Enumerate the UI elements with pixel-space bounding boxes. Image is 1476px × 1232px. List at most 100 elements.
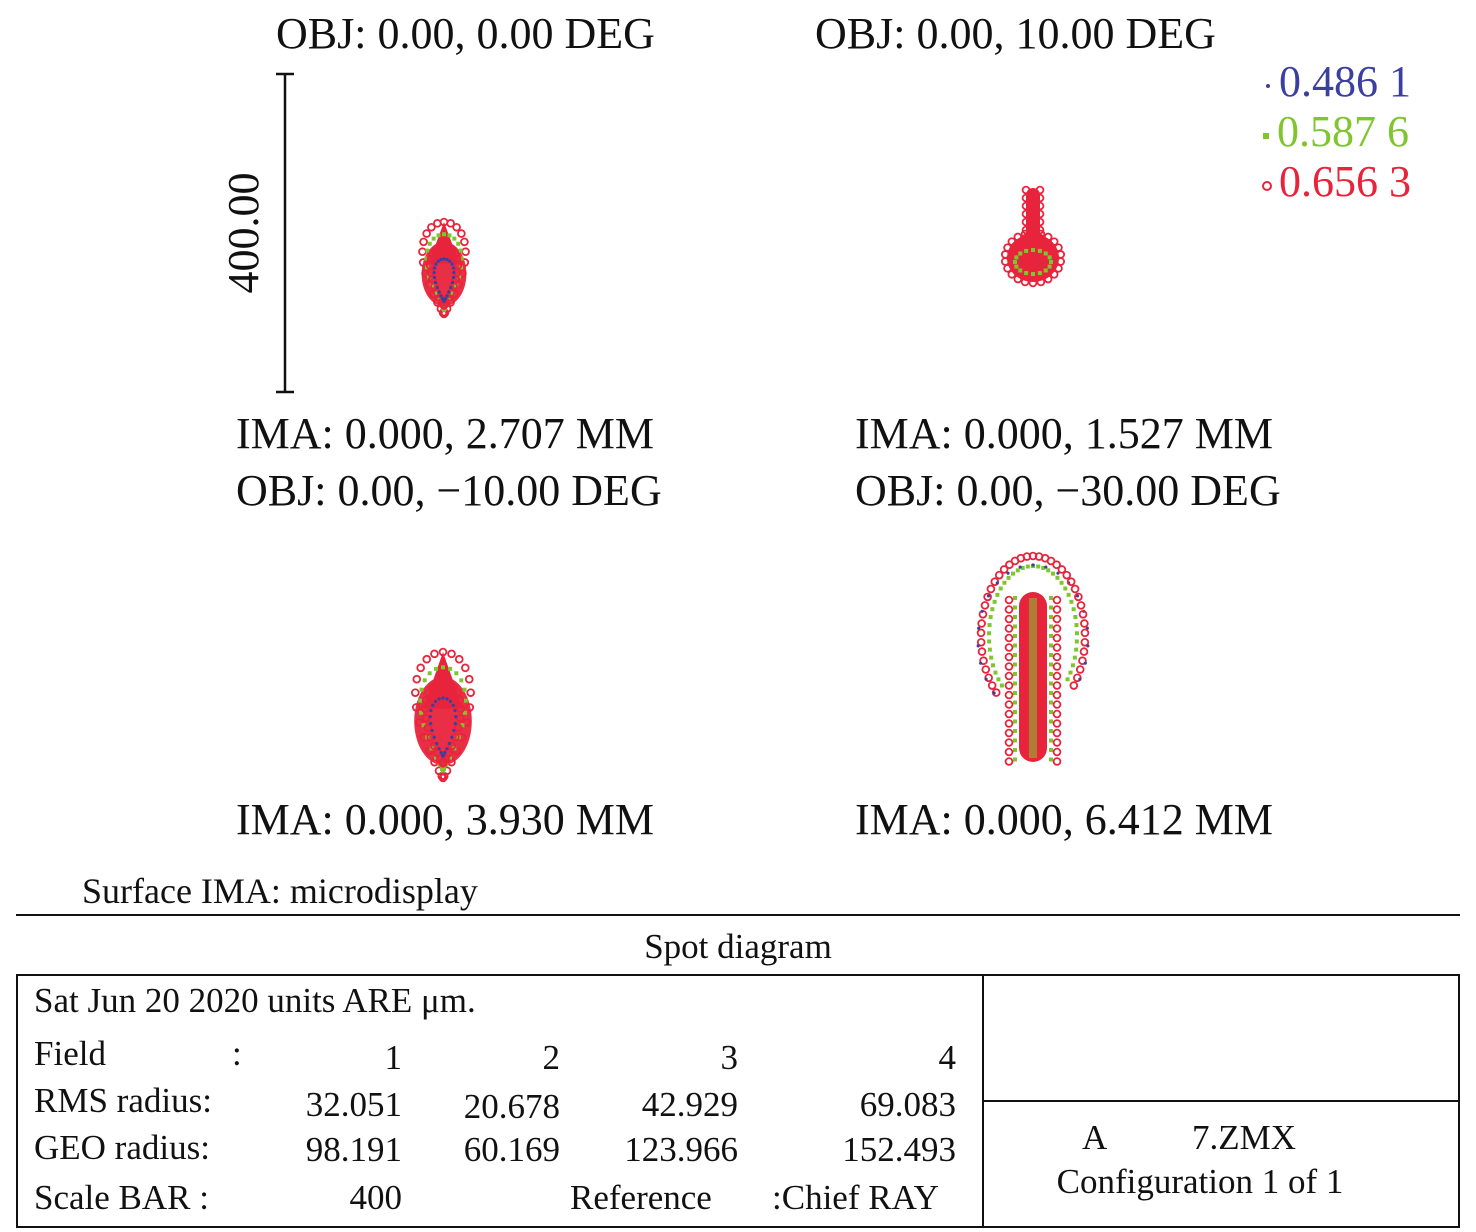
spot-point bbox=[1049, 738, 1053, 743]
spot-point bbox=[427, 671, 432, 676]
spot-point bbox=[434, 755, 439, 760]
field-2-spot-pattern bbox=[1000, 185, 1066, 288]
spot-point bbox=[1007, 237, 1017, 246]
spot-point bbox=[453, 721, 457, 726]
field-4-ima-label: IMA: 0.000, 6.412 MM bbox=[855, 795, 1274, 844]
spot-point bbox=[1005, 560, 1014, 570]
spot-point bbox=[1036, 564, 1041, 569]
spot-point bbox=[1049, 672, 1053, 676]
spot-point bbox=[1049, 605, 1053, 610]
spot-point bbox=[1043, 274, 1053, 284]
spot-point bbox=[455, 695, 465, 705]
spot-point bbox=[976, 637, 986, 647]
spot-point bbox=[1013, 672, 1017, 676]
spot-point bbox=[1073, 614, 1078, 619]
spot-point bbox=[986, 584, 996, 594]
spot-point bbox=[462, 687, 467, 692]
spot-point bbox=[1037, 248, 1042, 253]
scale-bar-label: 400.00 bbox=[219, 173, 268, 294]
spot-point bbox=[988, 614, 993, 619]
spot-point bbox=[452, 222, 461, 232]
spot-point bbox=[1013, 624, 1017, 629]
spot-point bbox=[428, 715, 432, 719]
field-4-obj-label: OBJ: 0.00, −30.00 DEG bbox=[855, 466, 1281, 515]
spot-point bbox=[439, 257, 443, 262]
spot-point bbox=[1071, 607, 1076, 612]
spot-point bbox=[1004, 719, 1014, 728]
spot-tip bbox=[423, 652, 463, 709]
spot-point bbox=[462, 718, 471, 727]
spot-point bbox=[463, 698, 468, 703]
spot-point bbox=[432, 735, 436, 739]
geo-value-2: 60.169 bbox=[463, 1130, 560, 1169]
spot-point bbox=[1049, 596, 1053, 600]
spot-point bbox=[1013, 710, 1017, 714]
spot-point bbox=[1020, 277, 1030, 287]
spot-point bbox=[433, 266, 437, 270]
spot-point bbox=[415, 718, 424, 727]
spot-point bbox=[1044, 565, 1048, 569]
spot-point bbox=[1018, 251, 1023, 256]
spot-point bbox=[424, 256, 429, 261]
date-line: Sat Jun 20 2020 units ARE μm. bbox=[34, 981, 476, 1020]
spot-point bbox=[410, 688, 420, 697]
spot-point bbox=[1014, 255, 1019, 260]
spot-point bbox=[421, 695, 431, 705]
spot-point bbox=[1028, 278, 1038, 288]
spot-point bbox=[429, 721, 433, 726]
spot-point bbox=[999, 683, 1004, 688]
spot-point bbox=[437, 757, 447, 767]
rms-row-label: RMS radius: bbox=[34, 1081, 212, 1120]
field-row-label: Field bbox=[34, 1034, 106, 1073]
spot-point bbox=[460, 258, 470, 267]
spot-point bbox=[1049, 681, 1053, 686]
spot-point bbox=[1013, 260, 1017, 264]
spot-point bbox=[437, 771, 447, 781]
spot-point bbox=[457, 229, 466, 238]
spot-point bbox=[1049, 634, 1053, 638]
spot-point bbox=[448, 666, 453, 671]
spot-point bbox=[981, 665, 991, 674]
spot-point bbox=[1052, 605, 1062, 614]
scale-bar bbox=[276, 72, 294, 394]
spot-point bbox=[450, 262, 454, 266]
spot-point bbox=[458, 269, 467, 278]
spot-point bbox=[1073, 673, 1082, 683]
spot-point bbox=[979, 656, 988, 666]
spot-point bbox=[436, 259, 440, 263]
spot-point bbox=[1007, 270, 1017, 279]
spot-point bbox=[445, 747, 449, 751]
spot-point bbox=[1004, 671, 1014, 681]
spot-point bbox=[429, 708, 433, 713]
spot-point bbox=[445, 697, 449, 701]
spot-point bbox=[1049, 757, 1053, 762]
spot-point bbox=[443, 243, 453, 252]
spot-point bbox=[1075, 594, 1080, 598]
legend-marker-3 bbox=[1262, 180, 1272, 191]
spot-point bbox=[1013, 719, 1017, 724]
spot-point bbox=[1006, 571, 1010, 575]
spot-point bbox=[1074, 631, 1079, 636]
spot-point bbox=[445, 257, 449, 262]
spot-point bbox=[976, 628, 986, 638]
spot-point bbox=[452, 728, 456, 733]
spot-point bbox=[457, 274, 462, 279]
surface-label: Surface IMA: microdisplay bbox=[82, 871, 478, 911]
spot-point bbox=[1004, 709, 1014, 719]
spot-point bbox=[444, 679, 453, 689]
spot-point bbox=[1037, 271, 1042, 276]
spot-point bbox=[454, 654, 464, 664]
spot-point bbox=[1018, 565, 1022, 569]
spot-point bbox=[1063, 586, 1068, 591]
spot-point bbox=[449, 285, 453, 290]
spot-point bbox=[464, 674, 474, 684]
spot-point bbox=[1049, 691, 1053, 695]
spot-point bbox=[1004, 728, 1014, 738]
spot-point bbox=[1004, 595, 1014, 605]
field-1-spot-pattern bbox=[418, 217, 470, 319]
spot-point bbox=[1020, 565, 1025, 570]
spot-point bbox=[991, 663, 996, 668]
spot-point bbox=[1052, 709, 1062, 719]
spot-point bbox=[1013, 662, 1017, 667]
spot-point bbox=[1013, 634, 1017, 638]
